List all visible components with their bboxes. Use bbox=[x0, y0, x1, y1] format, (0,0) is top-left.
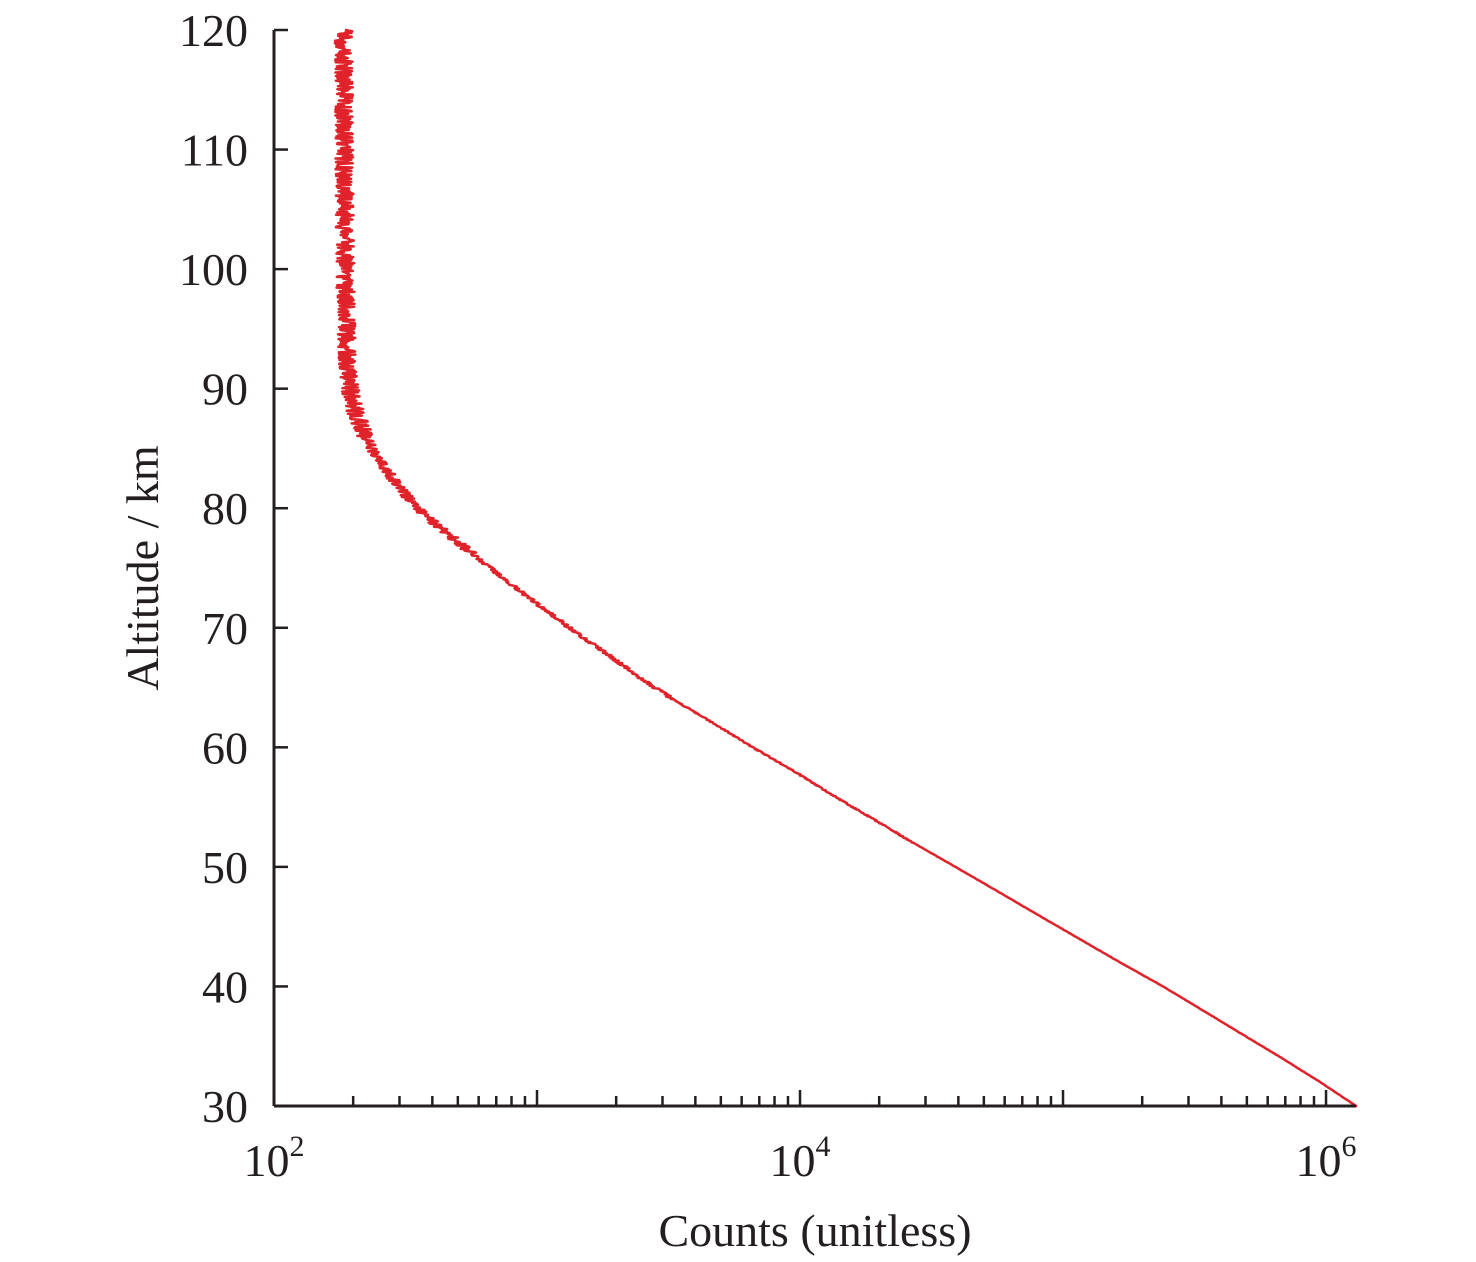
y-tick-label: 70 bbox=[202, 603, 248, 654]
x-tick-label-base: 10 bbox=[1296, 1135, 1342, 1186]
x-tick-label-base: 10 bbox=[244, 1135, 290, 1186]
y-axis-ticks: 30 40 50 60 70 80 90 100 110 120 bbox=[179, 5, 288, 1132]
y-tick-label: 30 bbox=[202, 1081, 248, 1132]
y-tick-label: 120 bbox=[179, 5, 248, 56]
x-tick-label-exponent: 6 bbox=[1342, 1130, 1357, 1163]
x-tick-label-base: 10 bbox=[770, 1135, 816, 1186]
x-tick-label: 104 bbox=[770, 1130, 831, 1186]
y-tick-label: 40 bbox=[202, 961, 248, 1012]
x-axis-ticks: 102 104 106 bbox=[244, 1090, 1357, 1186]
x-axis-title: Counts (unitless) bbox=[658, 1205, 971, 1256]
x-tick-label-exponent: 2 bbox=[290, 1130, 305, 1163]
x-tick-label: 102 bbox=[244, 1130, 305, 1186]
plot-area bbox=[333, 28, 1358, 1108]
y-tick-label: 80 bbox=[202, 483, 248, 534]
y-tick-label: 110 bbox=[181, 125, 248, 176]
x-tick-label: 106 bbox=[1296, 1130, 1357, 1186]
y-tick-label: 100 bbox=[179, 244, 248, 295]
y-axis-title: Altitude / km bbox=[117, 445, 168, 691]
data-series-line bbox=[333, 28, 1358, 1108]
y-tick-label: 50 bbox=[202, 842, 248, 893]
y-tick-label: 60 bbox=[202, 722, 248, 773]
x-tick-label-exponent: 4 bbox=[816, 1130, 831, 1163]
y-tick-label: 90 bbox=[202, 364, 248, 415]
